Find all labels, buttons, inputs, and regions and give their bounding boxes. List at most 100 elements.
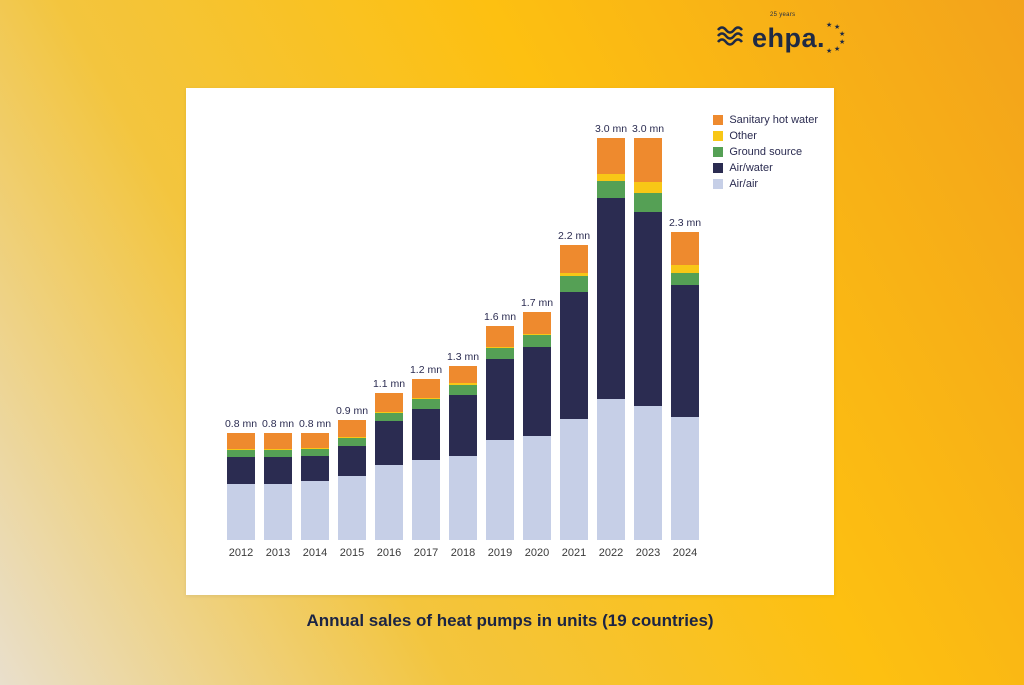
- bar-segment-ground-source: [412, 399, 440, 409]
- bar-column: 0.8 mn 2014: [298, 112, 332, 559]
- bar-column: 3.0 mn 2023: [632, 112, 664, 559]
- bar-stack: [597, 138, 625, 540]
- bar-total-label: 0.8 mn: [224, 417, 258, 430]
- bar-total-label: 2.2 mn: [557, 230, 591, 243]
- bar-total-label: 0.9 mn: [335, 404, 369, 417]
- chart-card: Sanitary hot water Other Ground source Air/…: [186, 88, 834, 595]
- bar-segment-ground-source: [301, 448, 329, 456]
- bar-total-label: 1.6 mn: [483, 310, 517, 323]
- bar-segment-other: [227, 448, 255, 451]
- legend-swatch: [713, 115, 724, 125]
- x-axis-label: 2013: [265, 547, 291, 559]
- bar-segment-sanitary-hot-water: [301, 432, 329, 448]
- bar-segment-sanitary-hot-water: [338, 419, 366, 437]
- bar-total-label: 1.1 mn: [372, 377, 406, 390]
- bar-total-label: 1.7 mn: [520, 297, 554, 310]
- bar-stack: [560, 245, 588, 540]
- bar-column: 1.2 mn 2017: [409, 112, 443, 559]
- bar-segment-ground-source: [338, 438, 366, 447]
- bar-stack: [449, 365, 477, 540]
- bar-segment-air-water: [523, 347, 551, 436]
- legend-label: Ground source: [729, 146, 803, 158]
- bar-stack: [412, 379, 440, 540]
- bar-segment-sanitary-hot-water: [560, 245, 588, 274]
- bar-column: 1.1 mn 2016: [372, 112, 406, 559]
- bar-segment-air-air: [523, 435, 551, 540]
- legend: Sanitary hot water Other Ground source Air/…: [713, 114, 818, 190]
- bar-total-label: 2.3 mn: [668, 216, 702, 229]
- bar-segment-air-air: [671, 416, 699, 540]
- bar-total-label: 1.3 mn: [446, 350, 480, 363]
- x-axis-label: 2024: [672, 547, 698, 559]
- bar-total-label: 0.8 mn: [261, 417, 295, 430]
- legend-label: Other: [729, 130, 757, 142]
- x-axis-label: 2020: [524, 547, 550, 559]
- bar-segment-air-water: [412, 408, 440, 460]
- bar-column: 0.9 mn 2015: [335, 112, 369, 559]
- bar-segment-other: [560, 273, 588, 277]
- bar-total-label: 0.8 mn: [298, 417, 332, 430]
- logo-anniversary-text: 25 years: [770, 12, 796, 18]
- bar-stack: [523, 312, 551, 540]
- bar-segment-sanitary-hot-water: [264, 432, 292, 449]
- legend-label: Sanitary hot water: [729, 114, 818, 126]
- star-arc-icon: ★ ★ ★ ★ ★ ★: [826, 22, 846, 55]
- legend-swatch: [713, 131, 724, 141]
- logo-brand-text: ehpa.: [752, 22, 826, 53]
- bar-column: 0.8 mn 2012: [224, 112, 258, 559]
- bar-segment-air-water: [227, 456, 255, 484]
- bar-segment-ground-source: [560, 276, 588, 293]
- bar-segment-air-water: [486, 359, 514, 440]
- bar-column: 2.2 mn 2021: [557, 112, 591, 559]
- bar-segment-other: [301, 447, 329, 449]
- bar-stack: [634, 138, 662, 540]
- chart-caption: Annual sales of heat pumps in units (19 …: [306, 611, 714, 630]
- bar-segment-other: [375, 411, 403, 413]
- x-axis-label: 2018: [450, 547, 476, 559]
- bar-segment-other: [671, 265, 699, 274]
- legend-item: Ground source: [713, 146, 818, 158]
- x-axis-label: 2012: [228, 547, 254, 559]
- bar-column: 1.7 mn 2020: [520, 112, 554, 559]
- bar-segment-ground-source: [264, 450, 292, 457]
- bar-stack: [671, 231, 699, 540]
- legend-swatch: [713, 163, 724, 173]
- bar-total-label: 3.0 mn: [594, 123, 628, 136]
- bar-column: 0.8 mn 2013: [261, 112, 295, 559]
- bar-segment-air-water: [375, 420, 403, 465]
- bar-segment-ground-source: [449, 384, 477, 396]
- bar-segment-ground-source: [375, 412, 403, 421]
- bar-segment-ground-source: [597, 180, 625, 199]
- bar-stack: [264, 432, 292, 540]
- legend-swatch: [713, 147, 724, 157]
- bar-segment-other: [523, 333, 551, 336]
- bar-segment-air-air: [597, 399, 625, 540]
- bar-total-label: 1.2 mn: [409, 364, 443, 377]
- bar-segment-air-water: [338, 446, 366, 476]
- legend-swatch: [713, 179, 724, 189]
- bar-segment-ground-source: [227, 450, 255, 457]
- bar-segment-other: [338, 436, 366, 439]
- bar-segment-air-air: [412, 459, 440, 540]
- bar-segment-air-air: [449, 455, 477, 540]
- bar-column: 1.3 mn 2018: [446, 112, 480, 559]
- bar-segment-air-water: [560, 292, 588, 420]
- x-axis-label: 2023: [635, 547, 661, 559]
- bar-segment-air-water: [671, 285, 699, 417]
- bar-segment-ground-source: [486, 348, 514, 360]
- bar-segment-sanitary-hot-water: [671, 231, 699, 266]
- ehpa-logo: ehpa. ★ ★ ★ ★ ★ ★: [716, 20, 849, 56]
- bar-segment-sanitary-hot-water: [412, 379, 440, 399]
- bar-stack: [301, 432, 329, 540]
- legend-item: Air/air: [713, 178, 818, 190]
- x-axis-label: 2022: [598, 547, 624, 559]
- bar-stack: [227, 432, 255, 540]
- bar-segment-sanitary-hot-water: [523, 312, 551, 334]
- bar-segment-air-water: [634, 211, 662, 406]
- bar-segment-ground-source: [634, 192, 662, 212]
- bar-stack: [486, 325, 514, 540]
- bar-column: 2.3 mn 2024: [668, 112, 702, 559]
- bar-column: 3.0 mn 2022: [594, 112, 628, 559]
- x-axis-label: 2019: [487, 547, 513, 559]
- x-axis-label: 2015: [339, 547, 365, 559]
